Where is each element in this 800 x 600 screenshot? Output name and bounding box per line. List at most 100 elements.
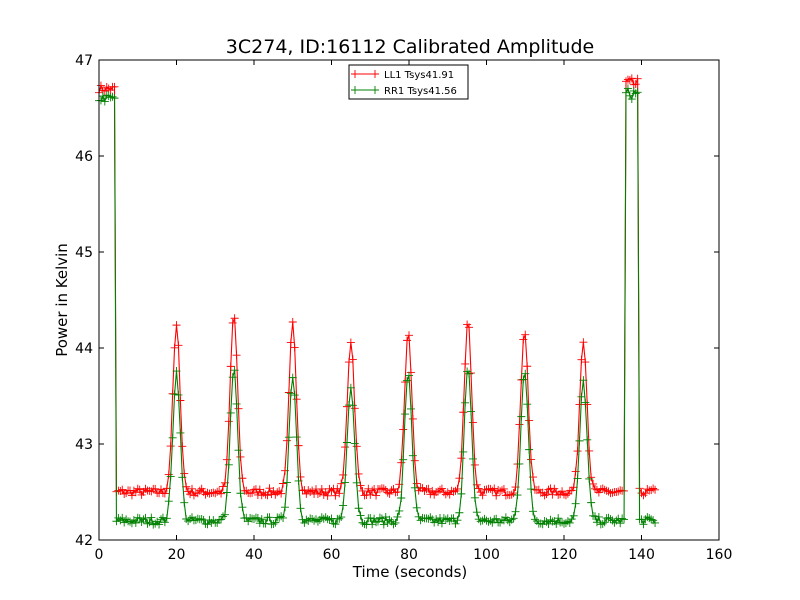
- data-point: [631, 89, 640, 98]
- data-point: [143, 519, 152, 528]
- data-point: [412, 503, 421, 512]
- data-point: [651, 485, 660, 494]
- data-point: [592, 518, 601, 527]
- data-point: [587, 473, 596, 482]
- data-point: [158, 513, 167, 522]
- data-point: [348, 401, 357, 410]
- data-point: [434, 518, 443, 527]
- data-point: [509, 514, 518, 523]
- data-point: [265, 513, 274, 522]
- data-point: [96, 81, 105, 90]
- x-tick-label: 80: [400, 547, 418, 563]
- data-point: [343, 402, 351, 411]
- data-point: [151, 484, 160, 493]
- legend-marker: [351, 86, 359, 94]
- data-point: [587, 498, 596, 507]
- legend-label: RR1 Tsys41.56: [384, 86, 457, 97]
- x-tick-label: 100: [473, 547, 500, 563]
- data-point: [232, 399, 241, 408]
- data-point: [565, 518, 574, 527]
- data-point: [633, 74, 642, 83]
- data-point: [375, 513, 384, 522]
- data-point: [255, 485, 264, 494]
- data-point: [315, 488, 324, 497]
- data-point: [141, 484, 150, 493]
- legend: LL1 Tsys41.91 RR1 Tsys41.56: [348, 64, 469, 100]
- data-point: [645, 514, 654, 523]
- data-point: [236, 489, 245, 498]
- data-point: [170, 390, 179, 399]
- y-tick-label: 45: [75, 245, 93, 261]
- data-point: [228, 318, 237, 327]
- data-point: [639, 520, 648, 529]
- data-point: [157, 485, 165, 494]
- data-point: [346, 338, 355, 347]
- data-point: [540, 491, 549, 500]
- data-point: [465, 323, 474, 332]
- data-point: [622, 77, 630, 86]
- data-point: [129, 486, 138, 495]
- data-point: [643, 485, 652, 494]
- data-point: [614, 487, 623, 496]
- data-point: [389, 520, 398, 529]
- data-point: [168, 433, 177, 442]
- data-point: [120, 489, 129, 498]
- data-point: [102, 91, 111, 100]
- data-point: [591, 512, 599, 521]
- data-point: [399, 455, 408, 464]
- data-point: [515, 459, 524, 468]
- data-point: [596, 520, 605, 529]
- data-point: [558, 487, 567, 496]
- data-point: [401, 378, 410, 387]
- data-point: [467, 407, 475, 416]
- data-point: [579, 338, 588, 347]
- data-point: [406, 404, 415, 413]
- data-point: [104, 84, 113, 93]
- data-point: [368, 486, 377, 495]
- data-point: [498, 486, 506, 495]
- data-point: [269, 520, 278, 529]
- data-point: [348, 355, 357, 364]
- data-point: [186, 490, 195, 499]
- data-point: [397, 494, 406, 503]
- data-point: [282, 436, 291, 445]
- data-point: [286, 338, 295, 347]
- data-point: [333, 484, 342, 493]
- data-point: [106, 86, 115, 95]
- data-point: [410, 483, 419, 492]
- data-point: [108, 92, 117, 101]
- data-point: [234, 446, 243, 455]
- data-point: [201, 490, 210, 499]
- data-point: [335, 489, 344, 498]
- data-point: [160, 489, 169, 498]
- data-point: [313, 517, 322, 526]
- data-point: [513, 491, 522, 500]
- data-point: [104, 92, 113, 101]
- data-point: [625, 76, 634, 85]
- series-layer: [95, 74, 660, 529]
- data-point: [279, 479, 288, 488]
- data-point: [426, 513, 435, 522]
- data-point: [571, 499, 580, 508]
- data-point: [478, 491, 487, 500]
- data-point: [230, 314, 239, 323]
- data-point: [166, 442, 175, 451]
- data-point: [505, 491, 514, 500]
- data-point: [403, 376, 412, 385]
- data-point: [160, 518, 169, 527]
- data-point: [133, 484, 142, 493]
- data-point: [405, 371, 413, 380]
- plot-area: [99, 60, 719, 540]
- data-point: [226, 362, 235, 371]
- data-point: [110, 94, 119, 103]
- data-point: [313, 490, 322, 499]
- data-point: [174, 390, 183, 399]
- data-point: [631, 80, 640, 89]
- data-point: [451, 519, 460, 528]
- data-point: [383, 519, 392, 528]
- data-point: [521, 330, 530, 339]
- data-point: [393, 512, 402, 521]
- data-point: [385, 515, 394, 524]
- data-point: [612, 488, 621, 497]
